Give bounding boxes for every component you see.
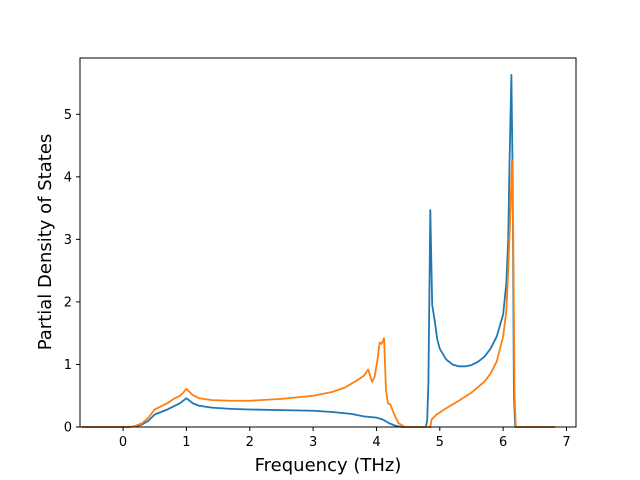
y-tick-label: 4 xyxy=(64,170,72,185)
y-axis-ticks: 0 1 2 3 4 5 xyxy=(64,108,80,436)
x-axis-ticks: 0 1 2 3 4 5 6 7 xyxy=(119,427,571,450)
x-tick-label: 2 xyxy=(246,435,254,450)
x-tick-label: 7 xyxy=(562,435,570,450)
y-tick-label: 0 xyxy=(64,421,72,436)
series-line-1 xyxy=(81,73,556,428)
x-tick-label: 0 xyxy=(119,435,127,450)
y-tick-label: 1 xyxy=(64,358,72,373)
plot-frame xyxy=(79,57,577,428)
plot-background xyxy=(80,58,576,427)
y-axis-label: Partial Density of States xyxy=(35,134,56,351)
x-tick-label: 3 xyxy=(309,435,317,450)
x-axis-label: Frequency (THz) xyxy=(255,455,402,476)
x-tick-label: 6 xyxy=(499,435,507,450)
y-tick-label: 2 xyxy=(64,295,72,310)
series-layer xyxy=(81,73,556,428)
series-line-2 xyxy=(81,159,556,428)
y-tick-label: 3 xyxy=(64,233,72,248)
x-tick-label: 4 xyxy=(372,435,380,450)
x-tick-label: 1 xyxy=(182,435,190,450)
y-tick-label: 5 xyxy=(64,108,72,123)
x-tick-label: 5 xyxy=(436,435,444,450)
